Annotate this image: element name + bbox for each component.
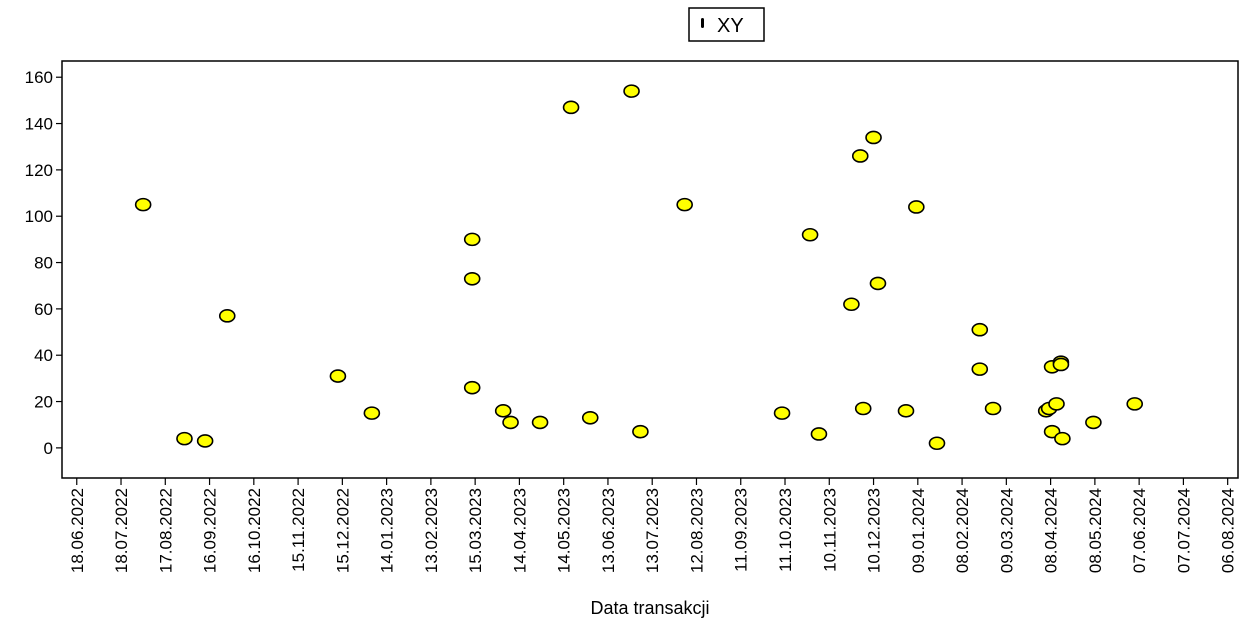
- y-tick-label: 0: [44, 439, 53, 458]
- data-point: [843, 297, 860, 312]
- x-tick-label: 07.06.2024: [1130, 488, 1149, 573]
- x-tick-label: 16.10.2022: [245, 488, 264, 573]
- x-tick-label: 08.04.2024: [1042, 488, 1061, 573]
- x-tick-label: 13.02.2023: [422, 488, 441, 573]
- x-tick-label: 12.08.2023: [687, 488, 706, 573]
- x-tick-label: 08.05.2024: [1086, 488, 1105, 573]
- data-point: [581, 410, 599, 425]
- x-axis-title: Data transakcji: [590, 598, 709, 618]
- data-point: [810, 427, 828, 441]
- x-tick-label: 14.01.2023: [378, 488, 397, 573]
- x-tick-label: 11.09.2023: [732, 488, 751, 572]
- x-tick-label: 07.07.2024: [1174, 488, 1193, 573]
- y-tick-label: 160: [25, 68, 53, 87]
- data-point: [562, 100, 580, 115]
- x-tick-label: 18.07.2022: [112, 488, 131, 573]
- data-point: [531, 415, 549, 430]
- x-tick-label: 09.01.2024: [909, 488, 928, 573]
- data-point: [676, 197, 693, 212]
- data-point: [463, 232, 481, 247]
- x-tick-label: 18.06.2022: [68, 488, 87, 573]
- data-point: [463, 271, 481, 286]
- y-tick-label: 40: [34, 346, 53, 365]
- x-tick-label: 13.06.2023: [599, 488, 618, 573]
- legend: XY: [688, 7, 765, 42]
- data-point: [869, 276, 887, 291]
- x-tick-label: 10.11.2023: [820, 488, 839, 572]
- x-tick-label: 10.12.2023: [865, 488, 884, 573]
- x-tick-label: 15.03.2023: [466, 488, 485, 573]
- x-tick-label: 17.08.2022: [156, 488, 175, 573]
- x-tick-label: 15.11.2022: [289, 488, 308, 572]
- data-point: [984, 401, 1002, 416]
- x-tick-label: 08.02.2024: [953, 488, 972, 573]
- x-tick-label: 14.04.2023: [510, 488, 529, 573]
- data-point: [623, 84, 640, 98]
- x-tick-label: 16.09.2022: [201, 488, 220, 573]
- x-tick-label: 06.08.2024: [1219, 488, 1238, 573]
- data-point: [363, 406, 381, 420]
- data-point: [1126, 397, 1144, 411]
- data-point: [1052, 357, 1070, 372]
- data-point: [854, 401, 872, 416]
- y-axis: 0 20 40 60 80 100 120 140 160: [25, 68, 62, 458]
- data-point: [971, 322, 989, 337]
- data-point: [176, 431, 193, 446]
- y-tick-label: 120: [25, 161, 53, 180]
- plot-area: [61, 60, 1239, 479]
- x-tick-label: 11.10.2023: [776, 488, 795, 572]
- y-tick-label: 20: [34, 393, 53, 412]
- data-point: [1085, 415, 1102, 430]
- data-point: [851, 149, 869, 163]
- data-point: [463, 380, 481, 395]
- x-tick-label: 15.12.2022: [333, 488, 352, 573]
- data-point: [928, 436, 946, 451]
- data-point: [494, 404, 512, 418]
- data-point: [329, 369, 347, 383]
- y-tick-label: 60: [34, 300, 53, 319]
- data-point: [196, 434, 214, 448]
- y-tick-label: 100: [25, 207, 53, 226]
- data-point: [801, 227, 819, 242]
- data-point: [134, 197, 152, 212]
- x-tick-label: 13.07.2023: [643, 488, 662, 573]
- data-point: [218, 309, 236, 323]
- data-point: [908, 200, 925, 214]
- x-axis: 18.06.2022 18.07.2022 17.08.2022 16.09.2022…: [68, 478, 1238, 573]
- data-point: [971, 362, 989, 376]
- data-point: [865, 130, 882, 145]
- x-tick-label: 14.05.2023: [555, 488, 574, 573]
- data-point: [897, 404, 915, 418]
- legend-marker: [701, 18, 704, 28]
- x-tick-label: 09.03.2024: [997, 488, 1016, 573]
- legend-label-xy: XY: [717, 15, 744, 37]
- data-point: [502, 415, 519, 430]
- scatter-points: [134, 84, 1144, 451]
- data-point: [773, 406, 791, 420]
- data-point: [1054, 431, 1071, 446]
- y-tick-label: 140: [25, 115, 53, 134]
- data-point: [632, 424, 649, 439]
- y-tick-label: 80: [34, 254, 53, 273]
- data-point: [1048, 397, 1065, 411]
